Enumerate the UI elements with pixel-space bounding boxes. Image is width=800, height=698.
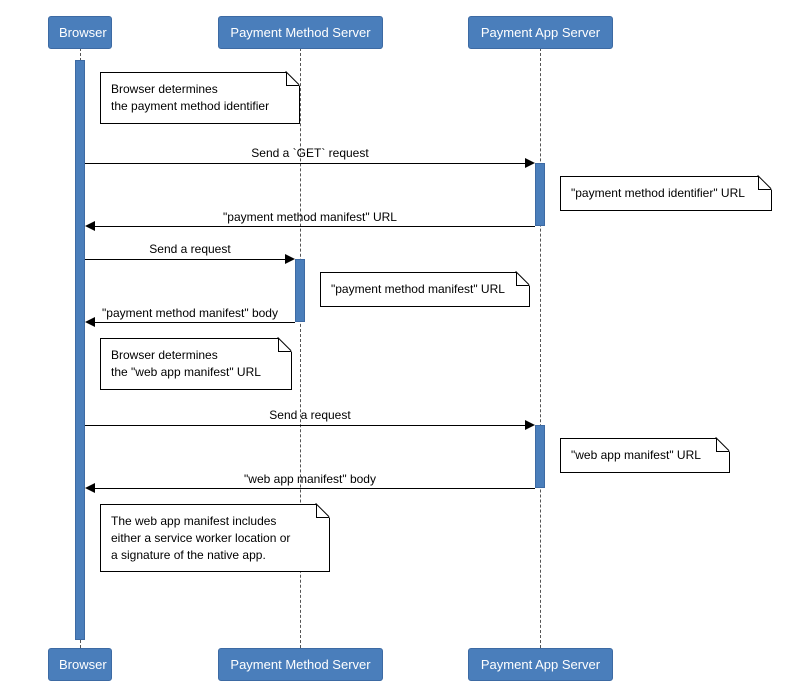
arrow-head-icon — [85, 317, 95, 327]
note-determine-identifier: Browser determines the payment method id… — [100, 72, 300, 124]
activation-browser — [75, 60, 85, 640]
message-text: Send a `GET` request — [251, 146, 368, 160]
participant-pm-server-bottom: Payment Method Server — [218, 648, 383, 681]
participant-label: Payment Method Server — [230, 657, 370, 672]
arrow-head-icon — [525, 158, 535, 168]
message-label: Send a request — [85, 242, 295, 256]
note-determine-webapp-url: Browser determines the "web app manifest… — [100, 338, 292, 390]
arrow — [95, 322, 295, 323]
message-label: "payment method manifest" URL — [85, 210, 535, 224]
arrow-head-icon — [85, 483, 95, 493]
arrow — [95, 488, 535, 489]
note-fold-icon — [516, 272, 530, 286]
arrow — [85, 163, 530, 164]
note-line: Browser determines — [111, 348, 218, 362]
sequence-diagram: Browser Payment Method Server Payment Ap… — [0, 0, 800, 698]
note-fold-icon — [316, 504, 330, 518]
note-line: a signature of the native app. — [111, 548, 266, 562]
note-line: The web app manifest includes — [111, 514, 276, 528]
note-line: the payment method identifier — [111, 99, 269, 113]
message-text: Send a request — [149, 242, 230, 256]
note-webapp-manifest-includes: The web app manifest includes either a s… — [100, 504, 330, 572]
arrow — [85, 259, 290, 260]
activation-pa-server-1 — [535, 163, 545, 226]
participant-browser-bottom: Browser — [48, 648, 112, 681]
note-line: "payment method identifier" URL — [571, 186, 745, 200]
arrow-head-icon — [285, 254, 295, 264]
message-label: Send a request — [85, 408, 535, 422]
message-text: "payment method manifest" URL — [223, 210, 397, 224]
note-pm-manifest-url: "payment method manifest" URL — [320, 272, 530, 307]
note-line: the "web app manifest" URL — [111, 365, 261, 379]
note-line: Browser determines — [111, 82, 218, 96]
participant-label: Payment Method Server — [230, 25, 370, 40]
participant-pm-server-top: Payment Method Server — [218, 16, 383, 49]
participant-label: Payment App Server — [481, 25, 600, 40]
participant-label: Browser — [59, 25, 107, 40]
activation-pm-server — [295, 259, 305, 322]
participant-label: Browser — [59, 657, 107, 672]
note-fold-icon — [758, 176, 772, 190]
note-line: "payment method manifest" URL — [331, 282, 505, 296]
participant-pa-server-top: Payment App Server — [468, 16, 613, 49]
message-label: "web app manifest" body — [85, 472, 535, 486]
message-text: "payment method manifest" body — [102, 306, 278, 320]
activation-pa-server-2 — [535, 425, 545, 488]
arrow — [95, 226, 535, 227]
lifeline-pa-server — [540, 48, 541, 648]
message-text: Send a request — [269, 408, 350, 422]
arrow — [85, 425, 530, 426]
message-label: "payment method manifest" body — [85, 306, 295, 320]
note-fold-icon — [278, 338, 292, 352]
participant-browser-top: Browser — [48, 16, 112, 49]
message-text: "web app manifest" body — [244, 472, 376, 486]
note-webapp-manifest-url: "web app manifest" URL — [560, 438, 730, 473]
arrow-head-icon — [525, 420, 535, 430]
participant-pa-server-bottom: Payment App Server — [468, 648, 613, 681]
participant-label: Payment App Server — [481, 657, 600, 672]
message-label: Send a `GET` request — [85, 146, 535, 160]
arrow-head-icon — [85, 221, 95, 231]
note-fold-icon — [716, 438, 730, 452]
note-pm-identifier-url: "payment method identifier" URL — [560, 176, 772, 211]
note-fold-icon — [286, 72, 300, 86]
note-line: "web app manifest" URL — [571, 448, 701, 462]
note-line: either a service worker location or — [111, 531, 290, 545]
